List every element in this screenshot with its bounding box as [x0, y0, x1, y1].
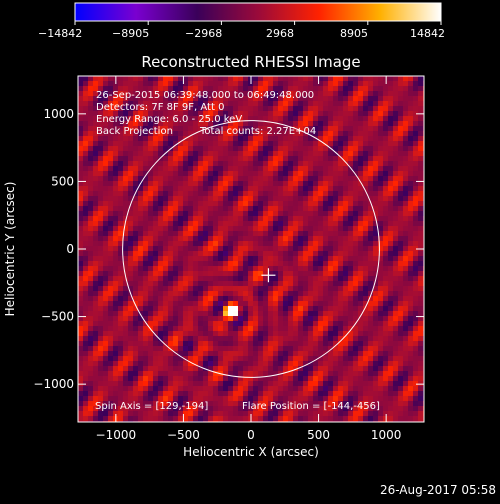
spin-axis-marker — [261, 268, 276, 283]
x-tick-label-1: −500 — [167, 428, 200, 442]
image-pattern — [78, 76, 424, 422]
chart-title: Reconstructed RHESSI Image — [141, 53, 360, 71]
colorbar-label-1: −8905 — [112, 27, 149, 40]
colorbar-label-0: −14842 — [38, 27, 82, 40]
y-tick-label-1: −500 — [41, 310, 74, 324]
colorbar-label-4: 8905 — [340, 27, 368, 40]
y-tick-label-3: 500 — [51, 174, 74, 188]
x-tick-label-4: 1000 — [371, 428, 402, 442]
y-axis-tick-labels: −1000 −500 0 500 1000 — [33, 107, 74, 391]
footer-timestamp: 26-Aug-2017 05:58 — [380, 483, 496, 497]
annotation-total-counts: Total counts: 2.27E+04 — [199, 126, 316, 137]
flare-position-text: Flare Position = [-144,-456] — [242, 401, 380, 412]
spin-axis-text: Spin Axis = [129,-194] — [95, 401, 208, 412]
annotation-energy-range: Energy Range: 6.0 - 25.0 keV — [96, 114, 242, 125]
annotation-time-range: 26-Sep-2015 06:39:48.000 to 06:49:48.000 — [96, 90, 314, 101]
y-axis-label: Heliocentric Y (arcsec) — [3, 182, 17, 317]
x-tick-label-3: 500 — [307, 428, 330, 442]
x-tick-label-0: −1000 — [96, 428, 137, 442]
annotation-detectors: Detectors: 7F 8F 9F, Att 0 — [96, 102, 224, 113]
annotation-method: Back Projection — [96, 126, 173, 137]
x-axis-ticks — [115, 76, 387, 422]
y-axis-ticks — [78, 113, 424, 385]
colorbar-label-5: 14842 — [410, 27, 445, 40]
y-tick-label-4: 1000 — [43, 107, 74, 121]
colorbar — [74, 2, 442, 22]
solar-limb-circle — [122, 120, 380, 378]
x-tick-label-2: 0 — [247, 428, 255, 442]
colorbar-label-2: −2968 — [185, 27, 222, 40]
y-tick-label-0: −1000 — [33, 377, 74, 391]
colorbar-label-3: 2968 — [266, 27, 294, 40]
colorbar-ticks — [74, 21, 442, 25]
x-axis-label: Heliocentric X (arcsec) — [183, 445, 319, 459]
x-axis-tick-labels: −1000 −500 0 500 1000 — [96, 428, 402, 442]
y-tick-label-2: 0 — [66, 242, 74, 256]
